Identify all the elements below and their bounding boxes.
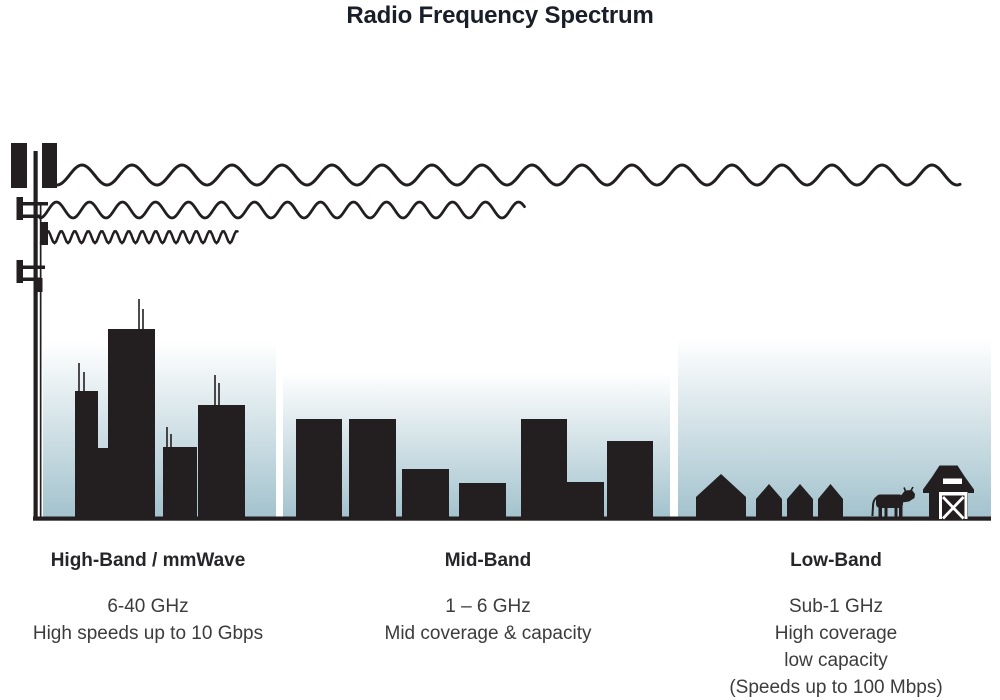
hayloft-opening <box>943 478 962 484</box>
band-name: Mid-Band <box>444 550 532 571</box>
antenna-tier4 <box>16 260 23 283</box>
tower-mast <box>33 151 38 519</box>
band-description: High speeds up to 10 Gbps <box>32 623 264 644</box>
high-band-label: High-Band / mmWave 6-40 GHz High speeds … <box>0 550 308 647</box>
band-name: High-Band / mmWave <box>50 550 246 571</box>
mid-band-label: Mid-Band 1 – 6 GHz Mid coverage & capaci… <box>328 550 648 647</box>
building <box>402 469 449 519</box>
tower-stub <box>37 278 43 292</box>
band-description: (Speeds up to 100 Mbps) <box>729 677 943 698</box>
band-description: High coverage <box>774 623 898 644</box>
rural-scene <box>696 465 974 520</box>
building <box>349 419 396 519</box>
tower-mast-secondary <box>39 203 42 517</box>
suburb-town-icon <box>296 419 653 519</box>
band-frequency: 6-40 GHz <box>107 596 189 617</box>
house-icon <box>756 484 782 519</box>
radio-wave-medium-icon <box>38 200 526 220</box>
house-icon <box>787 484 813 519</box>
page-title: Radio Frequency Spectrum <box>346 2 654 29</box>
band-description: Mid coverage & capacity <box>384 623 592 644</box>
rooftop-antennas <box>78 299 220 447</box>
building <box>521 419 567 519</box>
tower-crossbar <box>19 277 41 281</box>
radio-wave-short-icon <box>39 230 239 245</box>
door-cross-brace <box>941 496 965 520</box>
cow-icon <box>871 486 915 519</box>
building <box>607 441 653 519</box>
radio-wave-long-icon <box>55 163 962 187</box>
antenna-panel-left <box>11 143 27 188</box>
skyscraper <box>98 448 108 519</box>
building <box>459 483 506 519</box>
tower-crossbar <box>19 214 41 218</box>
house-icon <box>696 474 746 519</box>
barn-icon <box>923 465 974 520</box>
low-band-label: Low-Band Sub-1 GHz High coverage low cap… <box>676 550 996 700</box>
skyscraper <box>75 391 98 519</box>
skyscraper <box>108 329 155 519</box>
band-frequency: 1 – 6 GHz <box>445 596 531 617</box>
building <box>296 419 342 519</box>
antenna-tier2 <box>16 197 23 220</box>
tower-crossbar <box>19 202 48 206</box>
band-frequency: Sub-1 GHz <box>789 596 883 617</box>
ground-line <box>33 516 991 521</box>
band-description: low capacity <box>784 650 888 671</box>
tower-crossbar <box>19 265 45 269</box>
skyscraper <box>198 405 245 519</box>
city-skyline-icon <box>75 299 245 519</box>
spectrum-graphic <box>11 143 991 521</box>
skyscraper <box>163 447 197 519</box>
band-name: Low-Band <box>790 550 882 571</box>
building <box>567 482 604 519</box>
house-icon <box>818 484 843 519</box>
antenna-panel-right <box>42 143 57 188</box>
